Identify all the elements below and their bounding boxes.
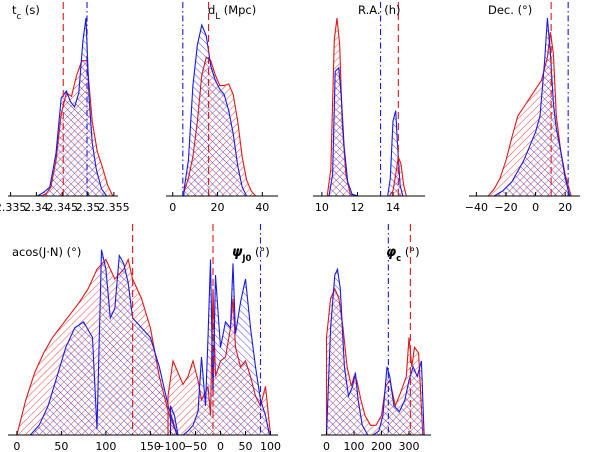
blue-posterior-area (29, 249, 178, 436)
panel-title: ψJ0 (°) (232, 245, 270, 264)
x-tick-label: 100 (260, 440, 281, 452)
blue-posterior-area (325, 267, 425, 436)
panel-title: dL (Mpc) (208, 3, 256, 22)
panel-title: φc (°) (386, 245, 420, 264)
x-tick-label: 300 (399, 440, 420, 452)
blue-posterior-area (35, 17, 108, 197)
x-tick-label: 0 (323, 440, 330, 452)
blue-posterior-area (183, 23, 248, 197)
x-tick-label: −50 (184, 440, 207, 452)
x-tick-label: 40 (255, 201, 269, 214)
x-tick-label: 2.345 (46, 201, 78, 214)
x-tick-label: 0 (13, 440, 20, 452)
x-tick-label: 10 (315, 201, 329, 214)
x-tick-label: 20 (558, 201, 572, 214)
x-tick-label: 50 (54, 440, 68, 452)
panel-title: acos(J·N) (°) (12, 245, 81, 259)
panel-4: −40 −20 0 20 Dec. (°) (465, 2, 580, 214)
x-tick-label: 20 (211, 201, 225, 214)
x-tick-label: 0 (169, 201, 176, 214)
x-tick-label: 50 (239, 440, 253, 452)
x-tick-label: 2.335 (0, 201, 26, 214)
x-tick-label: 14 (386, 201, 400, 214)
x-tick-label: 2.34 (24, 201, 49, 214)
panel-title: tc (s) (12, 3, 40, 22)
x-tick-label: 2.35 (76, 201, 101, 214)
panel-6: −100−50 0 50 100 ψJ0 (°) (155, 224, 281, 452)
blue-posterior-area (169, 259, 271, 436)
x-tick-label: 200 (371, 440, 392, 452)
blue-posterior-area (328, 66, 404, 197)
x-tick-label: 100 (95, 440, 116, 452)
x-tick-label: −40 (465, 201, 488, 214)
x-tick-label: 0 (217, 440, 224, 452)
panel-2: 0 20 40 dL (Mpc) (166, 2, 278, 214)
x-tick-label: −20 (494, 201, 517, 214)
x-tick-label: −100 (155, 440, 185, 452)
x-tick-label: 2.355 (98, 201, 130, 214)
x-tick-label: 0 (532, 201, 539, 214)
panel-title: Dec. (°) (488, 3, 532, 17)
panel-title: R.A. (h) (358, 3, 400, 17)
panel-3: 10 12 14 R.A. (h) (313, 2, 425, 214)
panel-5: 0 50 100 150 acos(J·N) (°) (8, 224, 186, 452)
x-tick-label: 12 (350, 201, 364, 214)
panel-7: 0 100 200 300 φc (°) (321, 224, 431, 452)
x-tick-label: 100 (344, 440, 365, 452)
x-tick-label: 150 (140, 440, 161, 452)
